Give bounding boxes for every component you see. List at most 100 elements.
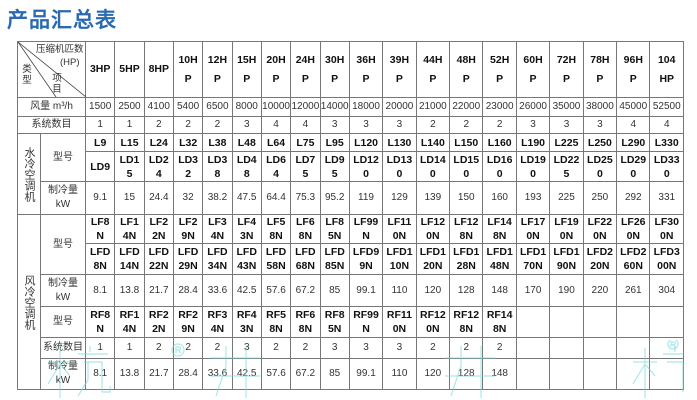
system-count-cell: 2: [172, 116, 204, 134]
system-count-cell: 3: [319, 337, 350, 359]
model-cell: RF22N: [143, 306, 174, 338]
corner-left-label: 类型: [22, 64, 32, 86]
system-count-cell: 4: [649, 116, 684, 134]
corner-header-cell: 压缩机匹数 (HP) 项目 类型: [16, 41, 87, 98]
capacity-cell: 225: [549, 181, 584, 215]
capacity-cell: 160: [482, 181, 517, 215]
model-cell: LD48: [231, 151, 262, 182]
capacity-cell: [616, 358, 651, 390]
model-cell: L24: [143, 133, 174, 152]
model-cell: LF220N: [582, 214, 618, 244]
hp-header-cell: 5HP: [114, 41, 145, 98]
airflow-cell: 21000: [415, 97, 451, 117]
hp-header-cell: 8HP: [143, 41, 174, 98]
capacity-cell: 220: [582, 274, 618, 307]
airflow-cell: 12000: [290, 97, 321, 117]
air-cooled-group-label: 风冷空调机: [17, 214, 41, 390]
capacity-cell: 119: [348, 181, 384, 215]
system-count-cell: 3: [582, 116, 618, 134]
hp-header-cell: 3HP: [85, 41, 116, 98]
model-cell: L150: [449, 133, 484, 152]
model-cell: LF29N: [172, 214, 204, 244]
model-cell: LD120: [348, 151, 384, 182]
system-count-cell: 1: [85, 337, 116, 359]
capacity-cell: 28.4: [172, 358, 204, 390]
corner-unit-label: (HP): [60, 57, 80, 68]
model-cell: LF85N: [319, 214, 350, 244]
model-cell: L160: [482, 133, 517, 152]
hp-label: 48HP: [456, 53, 476, 85]
rf-count-label: 系统数目: [39, 337, 87, 359]
model-cell: LFD148N: [482, 243, 517, 275]
system-count-cell: [515, 337, 551, 359]
airflow-cell: 5400: [172, 97, 204, 117]
airflow-row: 风量 m³/h 1500 2500 4100 5400 6500 8000 10000 120…: [16, 97, 684, 117]
hp-label: 72HP: [556, 53, 577, 85]
model-cell: L290: [616, 133, 651, 152]
capacity-cell: 85: [319, 358, 350, 390]
airflow-cell: 26000: [515, 97, 551, 117]
system-count-cell: 2: [482, 337, 517, 359]
airflow-cell: 38000: [582, 97, 618, 117]
model-cell: LFD99N: [348, 243, 384, 275]
product-summary-table: 压缩机匹数 (HP) 项目 类型 3HP 5HP 8HP 10HP 12HP 15HP 20…: [16, 41, 684, 390]
capacity-cell: 67.2: [290, 358, 321, 390]
airflow-cell: 1500: [85, 97, 116, 117]
airflow-cell: 8000: [231, 97, 262, 117]
model-cell: LFD8N: [85, 243, 116, 275]
model-cell: LD150: [449, 151, 484, 182]
system-count-cell: 3: [348, 337, 384, 359]
capacity-cell: [582, 358, 618, 390]
model-cell: LD38: [202, 151, 233, 182]
capacity-cell: 15: [114, 181, 145, 215]
hp-header-cell: 44HP: [415, 41, 451, 98]
model-cell: LFD300N: [649, 243, 684, 275]
model-cell: RF120N: [415, 306, 451, 338]
airflow-cell: 23000: [482, 97, 517, 117]
capacity-cell: 120: [415, 274, 451, 307]
capacity-cell: 250: [582, 181, 618, 215]
airflow-cell: 18000: [348, 97, 384, 117]
system-count-cell: 3: [549, 116, 584, 134]
model-cell: LD64: [260, 151, 292, 182]
model-cell: LD290: [616, 151, 651, 182]
model-cell: [549, 306, 584, 338]
water-capacity-label: 制冷量 kW: [39, 181, 87, 215]
model-cell: LD95: [319, 151, 350, 182]
model-cell: RF128N: [449, 306, 484, 338]
model-cell: LD190: [515, 151, 551, 182]
hp-header-cell: 39HP: [382, 41, 417, 98]
system-count-cell: [649, 337, 684, 359]
capacity-cell: [649, 358, 684, 390]
hp-header-cell: 12HP: [202, 41, 233, 98]
capacity-cell: 148: [482, 358, 517, 390]
hp-label: 15HP: [237, 53, 257, 85]
hp-header-cell: 96HP: [616, 41, 651, 98]
model-cell: LF14N: [114, 214, 145, 244]
capacity-cell: 99.1: [348, 274, 384, 307]
capacity-cell: 13.8: [114, 274, 145, 307]
capacity-text: 制冷量: [48, 361, 78, 372]
capacity-cell: [549, 358, 584, 390]
air-capacity-row: 制冷量 kW 8.1 13.8 21.7 28.4 33.6 42.5 57.6 67.2 85 9…: [18, 274, 684, 307]
corner-top-label: 压缩机匹数: [36, 44, 84, 55]
model-cell: L38: [202, 133, 233, 152]
system-count-cell: 3: [382, 337, 417, 359]
model-cell: LD24: [143, 151, 174, 182]
model-cell: LF22N: [143, 214, 174, 244]
capacity-cell: 110: [382, 358, 417, 390]
model-cell: LD75: [290, 151, 321, 182]
model-cell: LD160: [482, 151, 517, 182]
hp-header-cell: 15HP: [231, 41, 262, 98]
model-cell: LFD34N: [202, 243, 233, 275]
water-capacity-row: 制冷量 kW 9.1 15 24.4 32 38.2 47.5 64.4 75.3 95.2 119…: [18, 181, 684, 215]
system-count-cell: [582, 337, 618, 359]
model-cell: L330: [649, 133, 684, 152]
capacity-cell: [515, 358, 551, 390]
capacity-cell: 24.4: [143, 181, 174, 215]
capacity-cell: 75.3: [290, 181, 321, 215]
capacity-cell: 110: [382, 274, 417, 307]
model-cell: LF260N: [616, 214, 651, 244]
model-cell: L190: [515, 133, 551, 152]
model-cell: LD9: [85, 151, 116, 182]
